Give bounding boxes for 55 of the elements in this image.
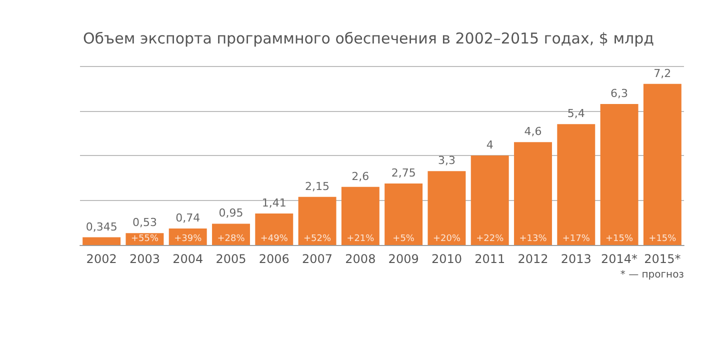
x-tick-label: 2002 <box>86 252 117 266</box>
x-tick-label: 2007 <box>302 252 333 266</box>
x-tick-label: 2009 <box>388 252 419 266</box>
data-label: 2,15 <box>305 180 330 193</box>
x-tick-label: 2004 <box>172 252 204 266</box>
annotation: +15% <box>648 234 677 244</box>
data-label: 2,75 <box>391 166 416 180</box>
bar <box>298 196 336 245</box>
chart-title: Объем экспорта программного обеспечения в 2002–2015 годах, $ млрд <box>83 30 654 48</box>
data-label: 7,2 <box>654 66 672 80</box>
data-label: 0,53 <box>132 216 157 230</box>
x-tick-label: 2005 <box>216 252 246 266</box>
annotation: +39% <box>174 234 202 244</box>
bar <box>428 171 466 245</box>
bar <box>341 186 380 245</box>
x-tick-label: 2010 <box>431 252 462 266</box>
annotation: +17% <box>562 234 590 244</box>
x-tick-label: 2006 <box>258 252 290 266</box>
bar <box>643 84 682 245</box>
data-label: 0,345 <box>86 220 118 234</box>
bar <box>514 142 552 245</box>
data-label: 3,3 <box>438 154 456 168</box>
annotation: +49% <box>260 234 288 244</box>
bar <box>384 183 423 245</box>
data-label: 1,41 <box>262 196 286 210</box>
x-tick-label: 2011 <box>474 252 506 266</box>
annotation: +20% <box>432 234 461 244</box>
bar <box>600 104 638 245</box>
annotation: +21% <box>346 234 375 244</box>
annotation: +5% <box>392 234 415 244</box>
annotation: +15% <box>606 234 634 244</box>
x-tick-label: 2015* <box>644 252 681 266</box>
text: * — прогноз <box>620 270 684 280</box>
bar <box>212 224 250 245</box>
x-tick-label: 2003 <box>129 252 160 266</box>
data-label: 0,74 <box>176 211 200 224</box>
annotation: +13% <box>519 234 548 244</box>
data-label: 4,6 <box>524 125 542 138</box>
x-tick-label: 2008 <box>345 252 376 266</box>
bar <box>82 237 121 245</box>
x-tick-label: 2014* <box>601 252 638 266</box>
bar <box>557 124 596 245</box>
x-tick-label: 2013 <box>560 252 592 266</box>
data-label: 5,4 <box>567 107 585 120</box>
annotation: +28% <box>217 234 246 244</box>
data-label: 0,95 <box>218 206 244 220</box>
data-label: 4 <box>486 138 494 152</box>
data-label: 6,3 <box>610 87 628 100</box>
annotation: +22% <box>476 234 504 244</box>
bar <box>470 156 509 245</box>
bar <box>255 213 294 245</box>
x-tick-label: 2012 <box>518 252 548 266</box>
annotation: +52% <box>304 234 332 244</box>
annotation: +55% <box>130 234 159 244</box>
data-label: 2,6 <box>352 170 370 183</box>
